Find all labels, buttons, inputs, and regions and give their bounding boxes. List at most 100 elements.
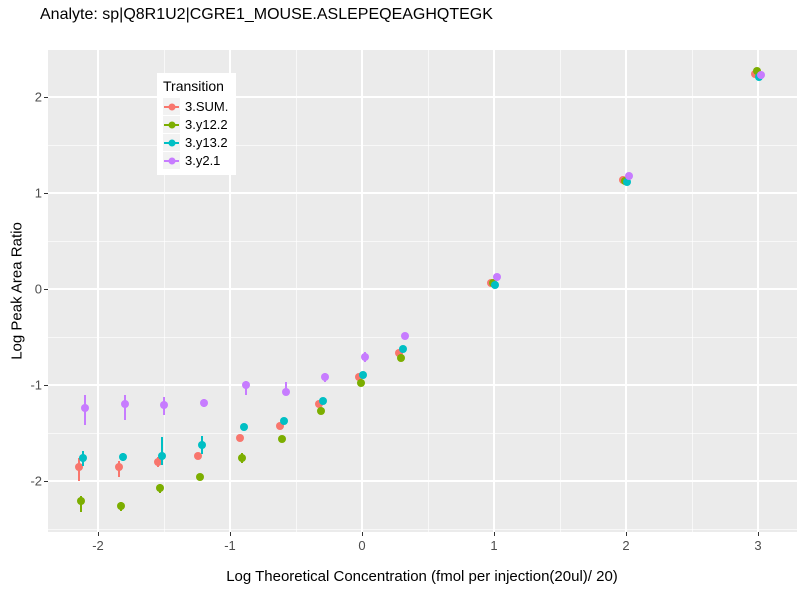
y-tick-mark: [44, 384, 48, 386]
data-point: [398, 345, 407, 354]
x-tick-label: 1: [490, 538, 498, 553]
legend-key: [163, 152, 180, 169]
legend-key: [163, 116, 180, 133]
y-tick-label: -2: [30, 473, 42, 489]
y-minor-gridline: [48, 144, 797, 146]
x-tick-label: -1: [224, 538, 236, 553]
legend-item: 3.SUM.: [163, 98, 228, 115]
pointrange-glyph-dot: [168, 103, 175, 110]
y-major-gridline: [48, 96, 797, 98]
y-tick-mark: [44, 288, 48, 290]
data-point: [491, 281, 499, 290]
x-tick-mark: [625, 532, 627, 536]
x-tick-label: 0: [358, 538, 366, 553]
y-tick-label: 2: [34, 89, 42, 105]
legend-item: 3.y12.2: [163, 116, 228, 133]
data-point: [154, 457, 163, 466]
data-point: [757, 70, 765, 79]
data-point: [240, 423, 249, 432]
data-point: [118, 453, 127, 461]
x-major-gridline: [625, 50, 627, 532]
y-minor-gridline: [48, 240, 797, 242]
y-tick-label: 0: [34, 281, 42, 297]
data-point: [321, 373, 330, 382]
legend: Transition 3.SUM. 3.y12.2 3.y13.2 3.y2.1: [157, 73, 237, 175]
data-point: [359, 371, 367, 380]
x-minor-gridline: [427, 50, 429, 532]
x-tick-mark: [229, 532, 231, 536]
data-point: [357, 379, 365, 388]
y-minor-gridline: [48, 528, 797, 530]
legend-item: 3.y2.1: [163, 152, 228, 169]
data-point: [158, 452, 167, 461]
data-point: [236, 433, 245, 442]
data-point: [238, 453, 247, 462]
y-tick-mark: [44, 96, 48, 98]
x-minor-gridline: [163, 50, 165, 532]
x-axis-title: Log Theoretical Concentration (fmol per …: [226, 568, 618, 585]
x-minor-gridline: [559, 50, 561, 532]
data-point: [361, 353, 369, 362]
y-tick-label: 1: [34, 185, 42, 201]
data-point: [400, 332, 409, 341]
y-minor-gridline: [48, 336, 797, 338]
legend-key: [163, 134, 180, 151]
pointrange-glyph-dot: [168, 139, 175, 146]
legend-item: 3.y13.2: [163, 134, 228, 151]
data-point: [116, 501, 125, 510]
data-point: [120, 400, 129, 409]
data-point: [156, 483, 165, 492]
y-major-gridline: [48, 480, 797, 482]
data-point: [197, 441, 206, 450]
data-point: [79, 453, 88, 462]
data-point: [195, 473, 204, 482]
data-point: [281, 387, 290, 396]
data-point: [753, 67, 761, 76]
x-tick-label: 3: [754, 538, 762, 553]
data-point: [242, 381, 251, 389]
data-point: [277, 434, 286, 443]
data-point: [81, 404, 90, 413]
data-point: [114, 462, 123, 471]
data-point: [160, 401, 169, 410]
x-tick-label: 2: [622, 538, 630, 553]
legend-key: [163, 98, 180, 115]
x-major-gridline: [229, 50, 231, 532]
pointrange-glyph-dot: [168, 121, 175, 128]
pointrange-glyph-dot: [168, 157, 175, 164]
data-point: [625, 171, 633, 180]
data-point: [75, 462, 84, 471]
data-point: [193, 452, 202, 461]
data-point: [396, 354, 405, 363]
legend-item-label: 3.y2.1: [185, 153, 221, 168]
y-tick-mark: [44, 480, 48, 482]
legend-item-label: 3.y13.2: [185, 135, 228, 150]
data-point: [315, 400, 324, 409]
data-point: [77, 497, 86, 506]
data-point: [394, 349, 403, 358]
chart-title: Analyte: sp|Q8R1U2|CGRE1_MOUSE.ASLEPEQEA…: [40, 6, 493, 23]
x-tick-mark: [97, 532, 99, 536]
data-point: [279, 416, 288, 425]
x-tick-mark: [757, 532, 759, 536]
data-point: [319, 397, 328, 406]
x-major-gridline: [97, 50, 99, 532]
y-tick-label: -1: [30, 377, 42, 393]
x-tick-label: -2: [92, 538, 104, 553]
legend-item-label: 3.SUM.: [185, 99, 229, 114]
y-major-gridline: [48, 288, 797, 290]
x-major-gridline: [361, 50, 363, 532]
x-major-gridline: [493, 50, 495, 532]
error-bar: [161, 436, 164, 465]
y-major-gridline: [48, 192, 797, 194]
data-point: [623, 178, 631, 187]
y-major-gridline: [48, 384, 797, 386]
data-point: [199, 399, 208, 408]
legend-item-label: 3.y12.2: [185, 117, 228, 132]
data-point: [317, 406, 326, 415]
x-minor-gridline: [295, 50, 297, 532]
legend-title: Transition: [163, 78, 224, 94]
legend-items: 3.SUM. 3.y12.2 3.y13.2 3.y2.1: [163, 98, 228, 169]
data-point: [493, 272, 501, 281]
